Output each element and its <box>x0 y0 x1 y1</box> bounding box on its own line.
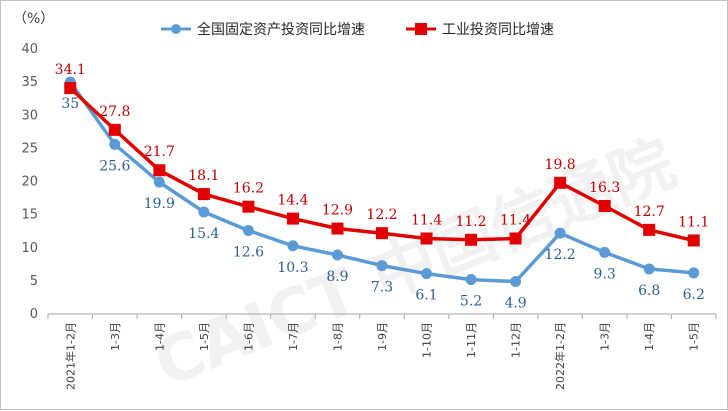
plot-area: 34.1 27.8 21.7 18.1 16.2 14.4 12.9 12.2 11.4 11.2… <box>55 62 710 311</box>
data-label-fixed-asset: 8.9 <box>326 269 348 285</box>
x-category-label: 1-11月 <box>465 322 478 358</box>
data-point-industrial <box>108 123 121 136</box>
data-label-fixed-asset: 6.1 <box>415 288 437 304</box>
data-label-industrial: 12.9 <box>322 203 353 219</box>
data-point-industrial <box>376 227 388 240</box>
data-label-fixed-asset: 15.4 <box>188 226 219 242</box>
data-label-industrial: 11.2 <box>455 214 486 230</box>
data-label-industrial: 16.2 <box>233 181 264 197</box>
x-category-label: 1-7月 <box>287 322 300 351</box>
data-point-fixed-asset <box>465 274 477 286</box>
data-point-fixed-asset <box>599 246 611 258</box>
y-tick-label: 35 <box>21 75 38 90</box>
data-label-fixed-asset: 19.9 <box>144 196 175 212</box>
legend: 全国固定资产投资同比增速 工业投资同比增速 <box>161 21 554 38</box>
data-label-fixed-asset: 7.3 <box>371 280 393 296</box>
watermark: CAICT 中国信通院 <box>145 126 686 402</box>
data-point-industrial <box>420 232 433 245</box>
data-label-industrial: 11.4 <box>411 212 442 228</box>
y-tick-label: 40 <box>21 42 38 57</box>
x-category-label: 1-4月 <box>643 322 656 351</box>
data-label-fixed-asset: 9.3 <box>594 266 616 282</box>
data-point-industrial <box>286 212 299 225</box>
data-point-fixed-asset <box>554 227 566 239</box>
data-label-fixed-asset: 6.2 <box>683 287 705 303</box>
x-category-label: 2022年1-2月 <box>553 322 567 390</box>
data-label-industrial: 14.4 <box>277 193 308 209</box>
data-label-industrial: 19.8 <box>545 157 576 173</box>
data-label-fixed-asset: 12.2 <box>545 247 576 263</box>
data-point-fixed-asset <box>421 268 433 280</box>
data-label-fixed-asset: 5.2 <box>460 294 482 310</box>
data-label-fixed-asset: 25.6 <box>99 158 130 174</box>
data-point-industrial <box>554 176 567 189</box>
y-tick-label: 30 <box>21 108 38 123</box>
y-axis: 0 5 10 15 20 25 30 35 40 <box>21 42 38 322</box>
x-category-label: 1-8月 <box>331 322 344 351</box>
data-point-fixed-asset <box>198 206 210 218</box>
data-point-fixed-asset <box>510 276 522 288</box>
x-category-label: 1-10月 <box>421 322 434 358</box>
data-point-fixed-asset <box>153 176 165 188</box>
data-point-fixed-asset <box>376 260 388 272</box>
y-tick-label: 5 <box>30 274 38 289</box>
data-point-industrial <box>643 223 656 236</box>
x-category-label: 1-12月 <box>510 322 523 358</box>
x-axis: 2021年1-2月 1-3月 1-4月 1-5月 1-6月 1-7月 1-8月 1-9月 1-1… <box>47 313 717 390</box>
data-label-industrial: 12.2 <box>366 207 397 223</box>
data-label-fixed-asset: 10.3 <box>277 260 308 276</box>
legend-marker-square <box>415 23 427 35</box>
legend-label-fixed-asset: 全国固定资产投资同比增速 <box>197 21 365 38</box>
data-label-industrial: 12.7 <box>634 204 665 220</box>
x-category-label: 1-6月 <box>242 322 255 351</box>
x-category-label: 1-3月 <box>599 322 612 351</box>
y-axis-unit-label: （%） <box>13 11 54 27</box>
data-label-industrial: 27.8 <box>99 104 130 120</box>
y-tick-label: 0 <box>30 307 38 322</box>
legend-marker-circle <box>171 24 181 34</box>
data-point-industrial <box>687 234 700 247</box>
data-point-industrial <box>64 82 77 95</box>
data-point-industrial <box>242 200 255 213</box>
data-point-industrial <box>465 233 478 246</box>
data-label-industrial: 11.1 <box>678 214 709 230</box>
legend-label-industrial: 工业投资同比增速 <box>442 22 554 38</box>
data-label-industrial: 11.4 <box>500 212 531 228</box>
data-point-fixed-asset <box>242 225 254 237</box>
y-tick-label: 15 <box>21 208 38 223</box>
data-label-fixed-asset: 6.8 <box>638 283 660 299</box>
y-tick-label: 20 <box>21 175 38 190</box>
data-point-fixed-asset <box>688 267 700 279</box>
data-point-industrial <box>598 200 611 213</box>
data-label-fixed-asset: 12.6 <box>233 245 264 261</box>
y-tick-label: 10 <box>21 241 38 256</box>
data-point-industrial <box>153 164 166 177</box>
x-category-label: 1-9月 <box>376 322 389 351</box>
data-point-fixed-asset <box>287 240 299 252</box>
data-label-industrial: 16.3 <box>589 180 620 196</box>
data-label-fixed-asset: 4.9 <box>504 296 526 312</box>
data-point-fixed-asset <box>331 249 343 261</box>
data-point-fixed-asset <box>643 263 655 275</box>
data-point-industrial <box>197 188 210 201</box>
data-label-industrial: 21.7 <box>144 144 175 160</box>
data-point-industrial <box>509 232 522 245</box>
x-category-label: 2021年1-2月 <box>63 322 77 390</box>
x-category-label: 1-5月 <box>688 322 701 351</box>
x-category-label: 1-5月 <box>198 322 211 351</box>
y-tick-label: 25 <box>21 141 38 156</box>
data-label-fixed-asset: 35 <box>61 96 79 112</box>
data-label-industrial: 18.1 <box>188 168 219 184</box>
data-point-industrial <box>331 222 344 235</box>
x-category-label: 1-4月 <box>153 322 166 351</box>
data-point-fixed-asset <box>109 138 121 150</box>
x-category-label: 1-3月 <box>109 322 122 351</box>
data-label-industrial: 34.1 <box>55 62 86 78</box>
